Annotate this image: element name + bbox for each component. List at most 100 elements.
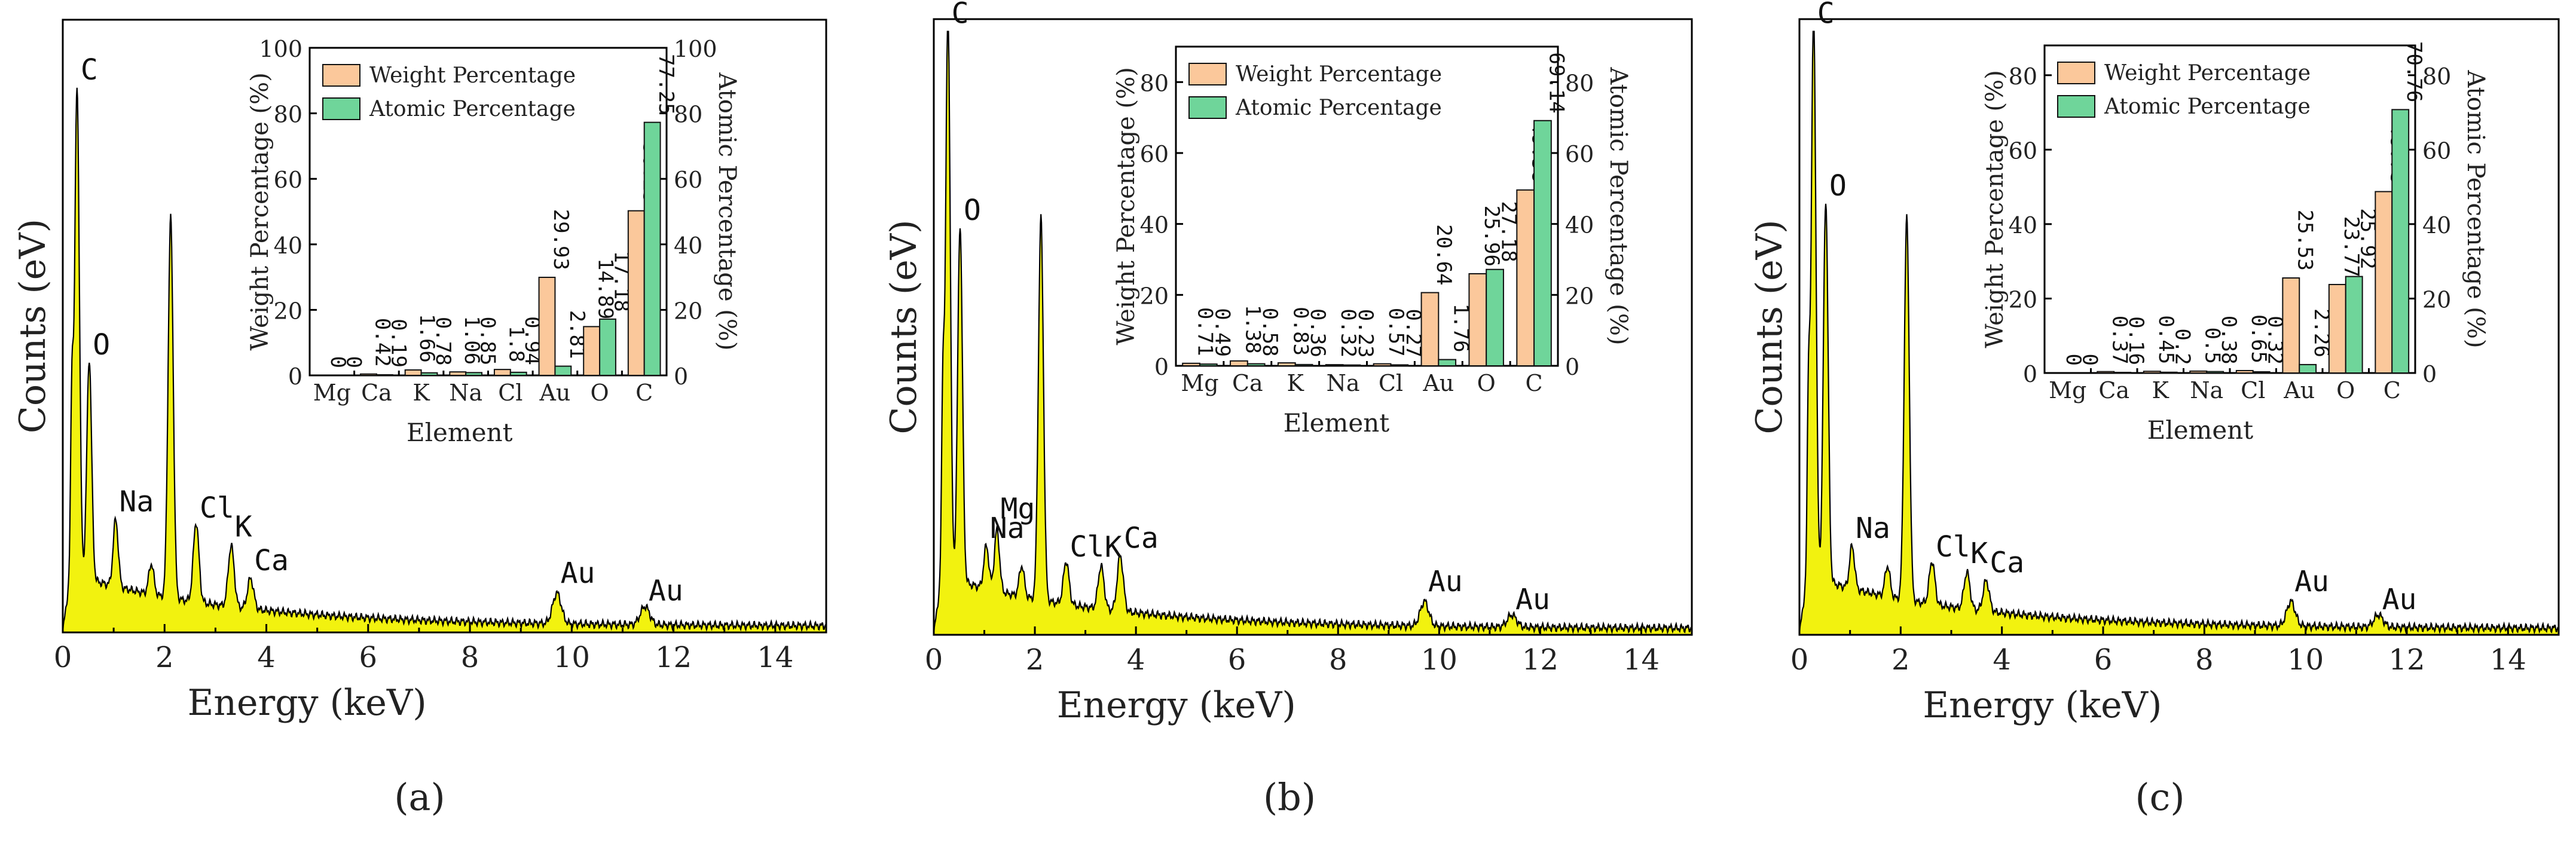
peak-label: Au	[649, 574, 683, 608]
weight-bar	[1516, 189, 1535, 366]
weight-bar	[1373, 363, 1392, 366]
atomic-bar	[1438, 359, 1457, 366]
inset-y2-axis-title: Atomic Percentage (%)	[2462, 69, 2489, 348]
x-tick-label: 12	[2388, 643, 2425, 677]
bar-value-label: 0	[2061, 354, 2085, 366]
peak-label: Au	[1428, 565, 1463, 598]
weight-bar	[449, 371, 467, 377]
weight-bar	[627, 210, 645, 376]
bar-value-label: 0.58	[1258, 308, 1282, 357]
inset-y2-tick-label: 40	[2422, 212, 2451, 238]
y-axis-title: Counts (eV)	[1749, 220, 1790, 435]
bar-value-label: 0.45	[2154, 315, 2178, 364]
weight-bar	[2328, 283, 2346, 374]
atomic-bar	[2113, 372, 2132, 374]
peak-label: K	[1105, 531, 1122, 564]
weight-bar	[583, 326, 601, 376]
x-tick-label: 8	[2195, 643, 2214, 677]
inset-x-axis-title: Element	[2147, 415, 2254, 445]
spectrum-area	[1798, 30, 2560, 636]
inset-category-label: Na	[2190, 377, 2223, 403]
peak-label: Cl	[200, 491, 234, 525]
x-axis-title: Energy (keV)	[1057, 684, 1296, 726]
peak-label: Au	[1515, 583, 1550, 616]
inset-y2-tick-label: 40	[1565, 212, 1594, 238]
inset-y-tick-label: 40	[1140, 212, 1169, 238]
legend-swatch	[322, 64, 360, 87]
x-tick-label: 10	[1421, 643, 1457, 677]
atomic-bar	[1486, 268, 1504, 366]
atomic-bar	[2345, 276, 2363, 374]
legend-label: Atomic Percentage	[369, 97, 576, 121]
bar-value-label: 0.42	[371, 318, 395, 367]
inset-y-tick-label: 60	[2009, 137, 2037, 164]
inset-y-tick-label: 0	[2023, 361, 2037, 387]
x-tick-label: 12	[655, 641, 692, 674]
inset-category-label: Cl	[1379, 370, 1403, 396]
weight-bar	[2097, 371, 2115, 374]
peak-label: Au	[2382, 583, 2417, 616]
weight-bar	[1230, 360, 1248, 367]
atomic-bar	[420, 372, 438, 376]
x-axis-title: Energy (keV)	[188, 682, 427, 724]
bar-value-label: 0.49	[1210, 308, 1234, 357]
peak-label: Mg	[1001, 492, 1035, 525]
x-tick-label: 12	[1522, 643, 1559, 677]
atomic-bar	[1246, 363, 1266, 366]
inset-y2-tick-label: 80	[2422, 63, 2451, 90]
bar-value-label: 1.38	[1240, 305, 1264, 354]
bar-value-label: 0.16	[2124, 316, 2148, 365]
inset-y-tick-label: 0	[1154, 354, 1169, 380]
inset-y2-tick-label: 20	[674, 298, 702, 324]
inset-y-axis-title: Weight Percentage (%)	[1981, 70, 2009, 348]
inset-y2-tick-label: 60	[2422, 137, 2451, 164]
spectrum-frame	[62, 19, 827, 634]
inset-category-label: Ca	[2098, 377, 2129, 403]
x-tick-label: 8	[461, 641, 479, 674]
inset-y2-tick-label: 60	[674, 167, 702, 193]
peak-label: Na	[120, 485, 154, 519]
peak-label: Na	[1856, 512, 1890, 545]
peak-label: Ca	[1990, 546, 2024, 580]
inset-y-tick-label: 80	[274, 102, 302, 128]
panel-label: (b)	[1263, 775, 1316, 819]
x-tick-label: 2	[1891, 643, 1910, 677]
x-tick-label: 4	[1993, 643, 2011, 677]
inset-category-label: Mg	[2049, 377, 2086, 403]
inset-category-label: Cl	[2241, 377, 2265, 403]
weight-bar	[538, 276, 556, 377]
bar-value-label: 20.64	[1432, 224, 1456, 285]
inset-category-label: O	[1477, 370, 1496, 396]
inset-y-tick-label: 40	[2009, 212, 2037, 238]
bar-value-label: 0.78	[431, 317, 455, 366]
inset-x-axis-title: Element	[407, 418, 513, 447]
bar-value-label: 23.77	[2339, 216, 2363, 277]
weight-bar	[404, 369, 422, 376]
inset-y-tick-label: 100	[259, 36, 302, 62]
inset-y2-tick-label: 80	[1565, 70, 1594, 96]
bar-value-label: 0.36	[1306, 308, 1330, 357]
x-tick-label: 14	[2490, 643, 2526, 677]
legend-label: Weight Percentage	[2104, 61, 2311, 85]
inset-y2-tick-label: 20	[1565, 283, 1594, 309]
bar-value-label: 25.53	[2293, 210, 2317, 271]
inset-y2-tick-label: 0	[2422, 361, 2437, 387]
bar-value-label: 77.25	[654, 54, 678, 115]
inset-y2-tick-label: 20	[2422, 286, 2451, 313]
bar-value-label: 0.57	[1384, 308, 1408, 357]
atomic-bar	[1294, 363, 1313, 367]
weight-bar	[1420, 292, 1440, 367]
bar-value-label: 0	[2078, 354, 2102, 366]
y-axis-title: Counts (eV)	[12, 219, 54, 433]
bar-value-label: 14.89	[594, 258, 618, 319]
legend-swatch	[1188, 96, 1227, 119]
peak-label: Cl	[1936, 530, 1970, 564]
x-tick-label: 6	[1228, 643, 1246, 677]
legend-label: Atomic Percentage	[2104, 94, 2311, 119]
inset-category-label: O	[590, 380, 609, 406]
